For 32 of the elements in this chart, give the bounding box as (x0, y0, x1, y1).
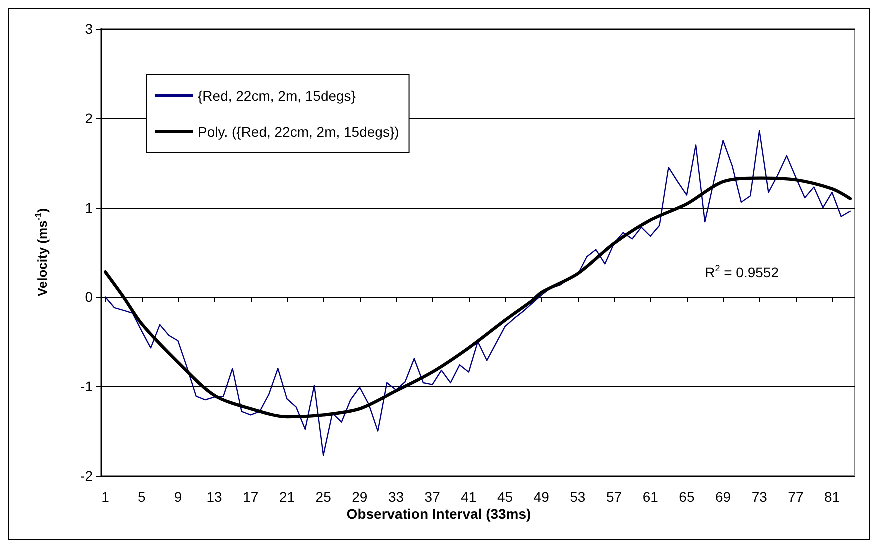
x-tick-label: 29 (352, 489, 368, 505)
y-tick-label: 1 (85, 200, 94, 216)
x-tick-label: 13 (206, 489, 223, 505)
x-tick-label: 73 (752, 489, 768, 505)
y-tick-label: 0 (85, 289, 94, 306)
x-tick-label: 53 (570, 489, 586, 505)
legend-label: Poly. ({Red, 22cm, 2m, 15degs}) (198, 124, 400, 140)
x-axis-title: Observation Interval (33ms) (346, 506, 532, 522)
y-tick-label: -1 (80, 378, 94, 395)
y-tick-label: -2 (80, 468, 94, 484)
x-tick-label: 65 (679, 489, 695, 505)
x-tick-label: 21 (279, 489, 296, 505)
y-tick-label: 3 (85, 21, 94, 37)
x-tick-label: 41 (461, 489, 477, 505)
x-tick-label: 77 (788, 489, 804, 505)
x-tick-label: 57 (606, 489, 622, 505)
x-tick-label: 17 (243, 489, 259, 505)
x-tick-label: 49 (534, 489, 550, 505)
x-tick-label: 45 (497, 489, 514, 505)
x-tick-label: 37 (424, 489, 441, 505)
x-tick-label: 5 (138, 489, 146, 505)
legend-label: {Red, 22cm, 2m, 15degs} (198, 88, 356, 104)
x-tick-label: 25 (316, 489, 332, 505)
y-axis-title: Velocity (ms-1) (34, 208, 50, 297)
x-tick-label: 81 (824, 489, 840, 505)
x-tick-label: 69 (715, 489, 732, 505)
x-tick-label: 9 (174, 489, 182, 505)
line-series (104, 176, 852, 419)
x-tick-label: 33 (388, 489, 404, 505)
x-tick-label: 61 (642, 489, 659, 505)
x-tick-label: 1 (102, 489, 110, 505)
y-tick-label: 2 (85, 110, 94, 126)
